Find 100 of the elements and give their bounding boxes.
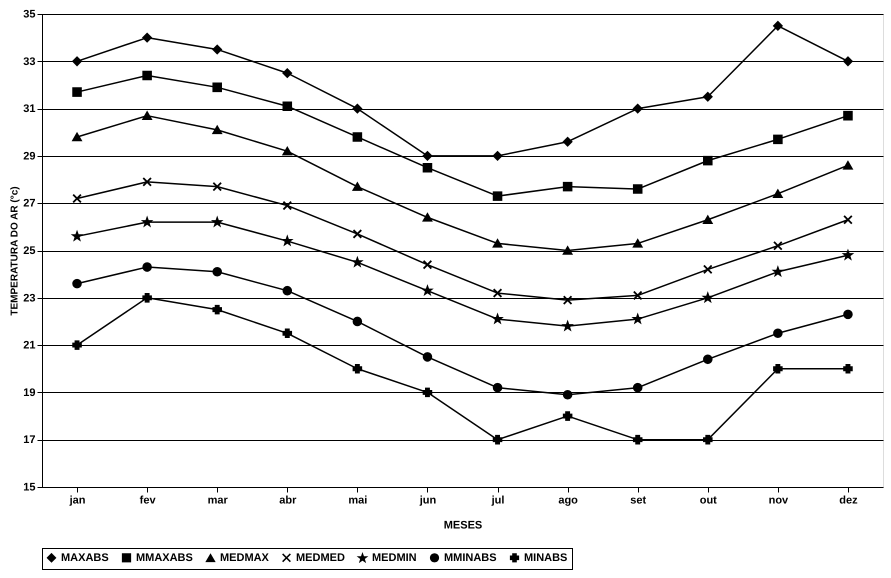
y-tick-label: 33 [23, 56, 36, 68]
point [422, 388, 432, 398]
x-tick-label: dez [839, 494, 858, 506]
point [422, 162, 432, 172]
point [72, 56, 82, 66]
point [212, 44, 222, 54]
y-axis-title: TEMPERATURA DO AR (°c) [9, 186, 20, 316]
x-tick-label: out [700, 494, 718, 506]
point [282, 328, 292, 338]
x-tick-label: mar [208, 494, 229, 506]
point [422, 151, 432, 161]
legend-label: MEDMAX [220, 552, 270, 564]
point [72, 278, 82, 288]
point [703, 264, 713, 274]
legend-label: MEDMIN [372, 552, 417, 564]
point [703, 92, 713, 102]
point [843, 110, 853, 120]
point [142, 177, 152, 187]
y-tick-label: 25 [23, 245, 36, 257]
point [352, 104, 362, 114]
point [352, 182, 362, 191]
point [773, 189, 783, 198]
y-tick-label: 19 [23, 386, 36, 399]
x-axis-title: MESES [444, 520, 482, 532]
point [422, 286, 432, 295]
point [773, 364, 783, 374]
point [212, 267, 222, 277]
x-tick-label: jan [68, 494, 86, 506]
point [703, 156, 713, 166]
point [492, 314, 502, 324]
point [492, 239, 502, 248]
point [422, 352, 432, 362]
point [843, 56, 853, 66]
point [352, 364, 362, 374]
point [562, 390, 572, 400]
y-tick-label: 17 [23, 434, 36, 446]
point [703, 216, 713, 224]
point [562, 182, 572, 192]
point [142, 111, 152, 120]
point [72, 87, 82, 97]
point [72, 340, 82, 350]
point [212, 126, 222, 134]
point [282, 200, 292, 210]
point [142, 32, 152, 42]
point [773, 134, 783, 144]
point [703, 354, 713, 364]
point [142, 70, 152, 80]
point [773, 21, 783, 31]
point [843, 161, 853, 170]
point [142, 262, 152, 272]
point [773, 328, 783, 338]
point [282, 68, 292, 78]
point [773, 240, 783, 251]
x-tick-label: ago [558, 494, 578, 506]
point [142, 293, 152, 303]
point [422, 213, 432, 222]
x-tick-label: set [630, 494, 646, 506]
point [562, 136, 572, 146]
x-tick-label: jun [418, 494, 436, 506]
point [492, 434, 502, 444]
point [632, 434, 642, 444]
point [282, 146, 292, 156]
point [352, 316, 362, 326]
point [282, 286, 292, 296]
x-tick-label: nov [768, 494, 790, 506]
y-tick-label: 15 [23, 482, 36, 494]
y-tick-label: 23 [23, 292, 36, 304]
point [72, 194, 82, 204]
point [632, 239, 642, 248]
x-tick-label: jul [490, 494, 504, 506]
point [632, 104, 642, 114]
y-tick-label: 35 [23, 8, 36, 20]
y-tick-label: 31 [23, 103, 36, 116]
point [492, 382, 502, 392]
point [492, 191, 502, 201]
y-tick-label: 21 [23, 340, 36, 352]
point [843, 214, 853, 225]
point [212, 182, 222, 192]
point [562, 295, 572, 305]
legend-label: MMAXABS [136, 552, 193, 564]
point [562, 411, 572, 421]
point [632, 382, 642, 392]
point [212, 82, 222, 92]
point [632, 290, 642, 300]
x-tick-label: mai [348, 494, 368, 506]
point [703, 434, 713, 444]
point [72, 132, 82, 142]
y-tick-label: 29 [23, 150, 36, 162]
point [212, 304, 222, 314]
point [843, 364, 853, 374]
point [843, 310, 853, 320]
legend-label: MEDMED [296, 552, 345, 564]
point [562, 246, 572, 255]
point [492, 288, 502, 298]
point [632, 184, 642, 194]
point [843, 250, 853, 260]
x-tick-label: fev [140, 494, 156, 506]
point [492, 151, 502, 161]
point [352, 132, 362, 142]
y-tick-label: 27 [23, 198, 36, 210]
